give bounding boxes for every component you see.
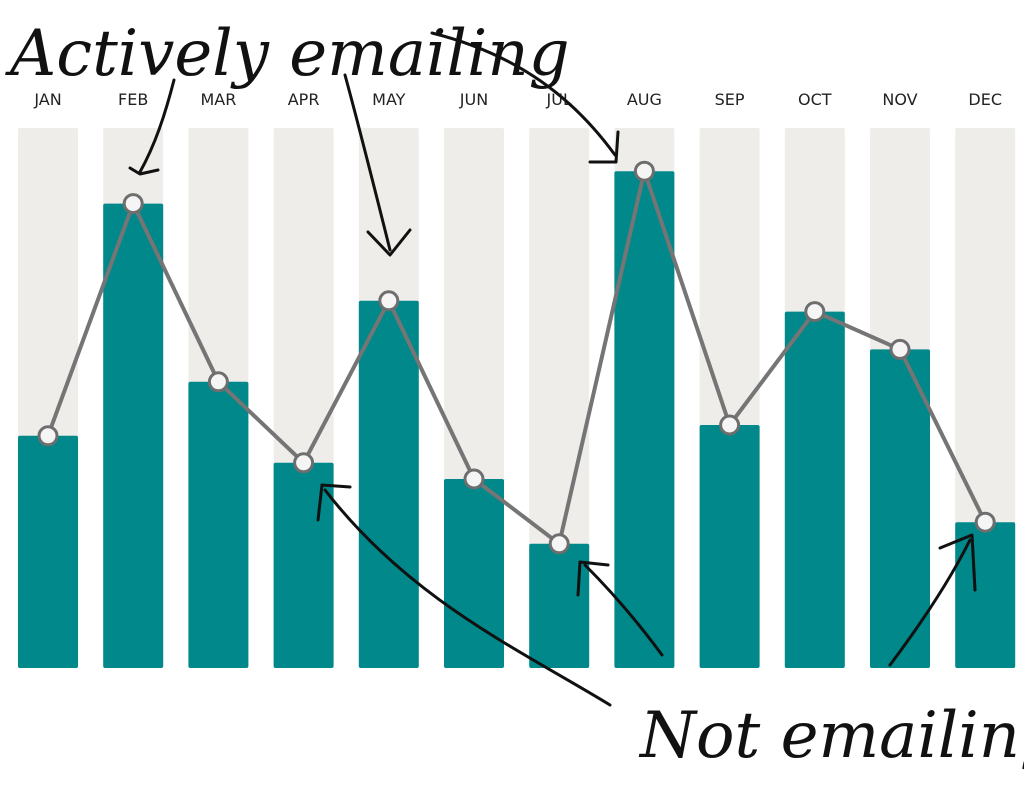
arrow-to-may [343,73,412,257]
month-label-may: MAY [372,90,406,109]
marker-mar [207,371,229,393]
annotation-arrows [128,31,977,707]
arrow-to-feb [128,78,176,176]
bar-aug [614,171,675,668]
bar-tracks [18,128,1016,668]
bar-nov [870,349,930,668]
bar-dec [955,522,1016,668]
month-label-apr: APR [288,90,320,109]
bar-mar [188,381,249,668]
month-label-aug: AUG [627,90,662,109]
marker-may [378,290,400,312]
arrow-to-dec [888,533,977,667]
month-label-feb: FEB [118,90,148,109]
month-label-oct: OCT [798,90,832,109]
month-label-jan: JAN [33,90,61,109]
trend-markers [37,160,996,555]
month-labels: JAN FEB MAR APR MAY JUN JUL AUG SEP OCT NOV DEC [33,90,1002,109]
marker-sep [719,414,741,436]
arrow-to-apr [316,483,612,707]
marker-jul [548,533,570,555]
annotation-actively-emailing: Actively emailing [5,17,570,91]
marker-dec [974,511,996,533]
marker-jan [37,425,59,447]
trend-line [46,169,987,546]
month-label-mar: MAR [200,90,236,109]
month-label-jun: JUN [459,90,488,109]
bar-apr [273,462,334,668]
month-label-jul: JUL [546,90,572,109]
arrow-to-jul [576,560,664,657]
bars [18,171,1016,668]
bar-oct [784,311,845,668]
marker-nov [889,338,911,360]
bar-jul [529,543,590,668]
bar-jun [444,479,504,668]
bar-feb [103,203,164,668]
month-label-sep: SEP [715,90,745,109]
marker-aug [633,160,655,182]
bar-sep [699,425,760,668]
bar-jan [18,435,78,668]
marker-apr [293,452,315,474]
bar-may [358,300,419,668]
month-label-nov: NOV [882,90,917,109]
month-label-dec: DEC [968,90,1002,109]
marker-oct [804,301,826,323]
marker-feb [122,193,144,215]
marker-jun [463,468,485,490]
annotation-not-emailing: Not emailing [638,699,1024,773]
arrow-to-aug [430,31,620,164]
